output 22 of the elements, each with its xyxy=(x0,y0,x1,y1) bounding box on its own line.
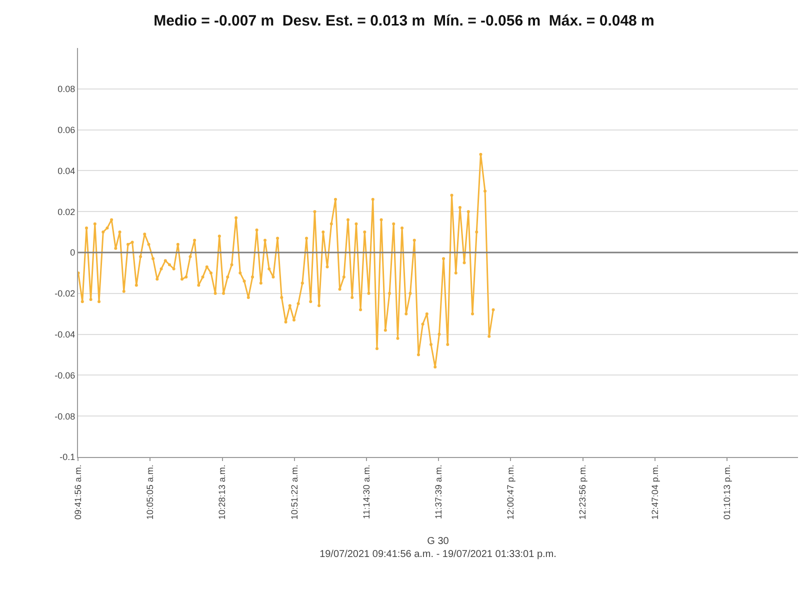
y-tick-label: 0 xyxy=(70,248,76,258)
y-tick-label: -0.08 xyxy=(54,411,76,422)
chart-title: Medio = -0.007 m Desv. Est. = 0.013 m Mín. = -0.056 m Máx. = 0.048 m xyxy=(154,12,654,30)
x-tick-label: 01:10:13 p.m. xyxy=(722,464,732,520)
x-tick-label: 10:28:13 a.m. xyxy=(217,464,228,520)
y-tick-label: -0.06 xyxy=(54,370,76,380)
x-tick-label: 10:51:22 a.m. xyxy=(289,464,300,520)
y-tick-label: 0.04 xyxy=(58,166,76,176)
x-tick-label: 11:14:30 a.m. xyxy=(361,464,372,519)
y-tick-label: 0.02 xyxy=(58,206,76,217)
y-tick-label: -0.04 xyxy=(54,329,76,340)
x-tick-label: 10:05:05 a.m. xyxy=(145,464,156,520)
y-tick-label: -0.02 xyxy=(54,288,76,299)
y-tick-label: 0.06 xyxy=(58,124,76,135)
x-tick-label: 09:41:56 a.m. xyxy=(72,464,83,520)
x-tick-label: 12:47:04 p.m. xyxy=(650,464,660,520)
x-tick-label: 12:00:47 p.m. xyxy=(506,464,516,520)
y-tick-label: -0.1 xyxy=(60,452,76,462)
x-tick-label: 11:37:39 a.m. xyxy=(434,464,444,519)
x-axis-title: G 30 19/07/2021 09:41:56 a.m. - 19/07/2021 01:33:01 p.m. xyxy=(320,536,556,560)
x-tick-label: 12:23:56 p.m. xyxy=(578,464,588,520)
y-tick-label: 0.08 xyxy=(58,84,76,94)
